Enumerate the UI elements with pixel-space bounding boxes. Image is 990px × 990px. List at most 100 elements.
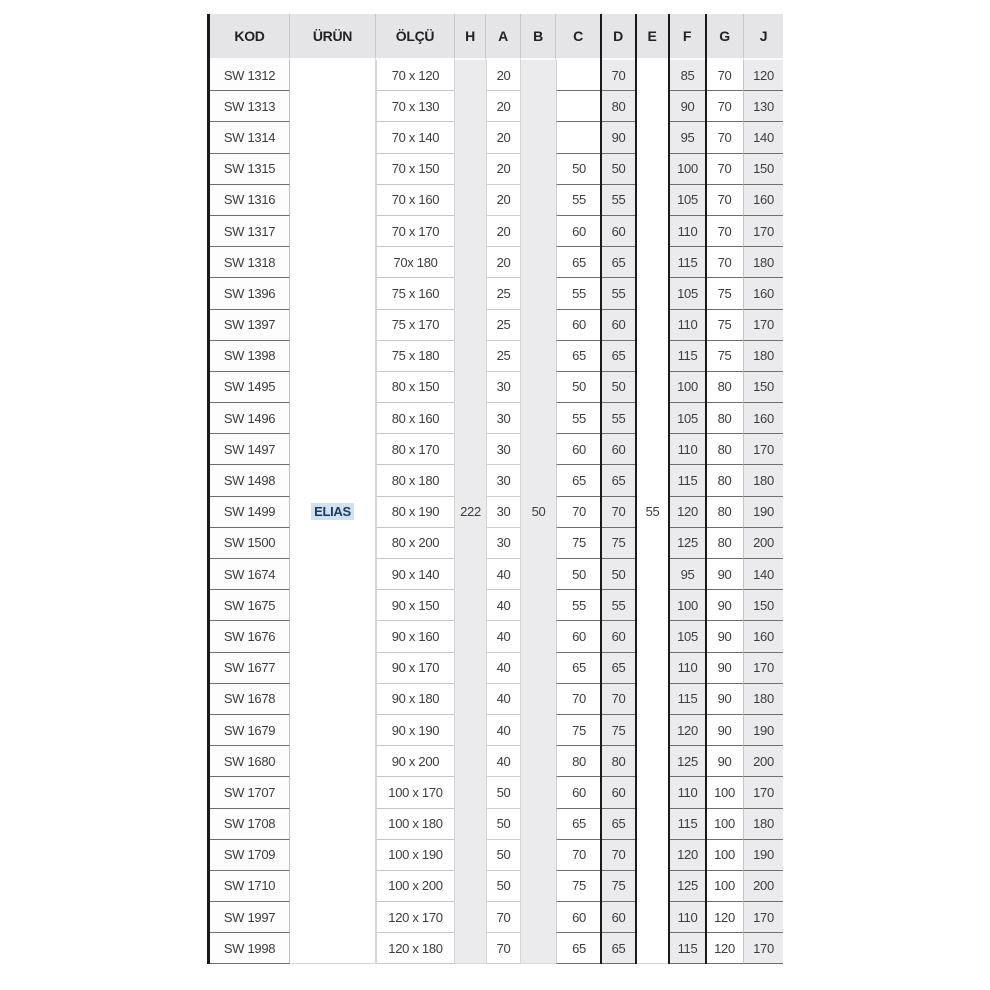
a-cell: 40 (486, 652, 521, 684)
g-cell: 80 (706, 527, 744, 559)
olcu-cell: 90 x 160 (376, 621, 455, 653)
j-cell: 180 (744, 247, 783, 279)
column-separator-line (668, 14, 670, 965)
column-header-a: A (486, 14, 521, 60)
a-cell: 25 (486, 309, 521, 341)
olcu-cell: 80 x 190 (376, 496, 455, 528)
a-cell: 30 (486, 465, 521, 497)
olcu-cell: 80 x 170 (376, 434, 455, 466)
j-cell: 180 (744, 683, 783, 715)
f-cell: 125 (669, 746, 706, 778)
f-cell: 100 (669, 153, 706, 185)
d-cell: 50 (601, 371, 636, 404)
j-cell: 180 (744, 465, 783, 497)
f-cell: 120 (669, 496, 706, 528)
product-spec-table: KOD ÜRÜN ÖLÇÜ H A B C D E F G J ELIAS 222 50 55 SW 1312 7… (207, 14, 783, 965)
g-cell: 80 (706, 434, 744, 466)
olcu-cell: 120 x 180 (376, 933, 455, 965)
a-cell: 50 (486, 870, 521, 903)
f-cell: 125 (669, 527, 706, 559)
a-cell: 20 (486, 91, 521, 123)
olcu-cell: 70 x 170 (376, 215, 455, 248)
f-cell: 100 (669, 590, 706, 622)
d-cell: 55 (601, 184, 636, 216)
j-cell: 130 (744, 91, 783, 123)
j-cell: 160 (744, 184, 783, 216)
merged-column-urun: ELIAS (290, 60, 376, 965)
d-cell: 65 (601, 340, 636, 372)
c-cell: 55 (556, 184, 601, 216)
kod-cell: SW 1680 (210, 746, 290, 778)
j-cell: 170 (744, 652, 783, 684)
g-cell: 80 (706, 465, 744, 497)
column-header-d: D (601, 14, 636, 60)
a-cell: 20 (486, 247, 521, 279)
a-cell: 20 (486, 215, 521, 248)
j-cell: 170 (744, 434, 783, 466)
merged-value-b: 50 (531, 504, 546, 520)
merged-column-h: 222 (455, 60, 486, 965)
d-cell: 55 (601, 590, 636, 622)
column-header-kod: KOD (210, 14, 290, 60)
kod-cell: SW 1677 (210, 652, 290, 684)
column-header-h: H (455, 14, 486, 60)
olcu-cell: 80 x 160 (376, 403, 455, 435)
d-cell: 50 (601, 153, 636, 185)
d-cell: 60 (601, 621, 636, 653)
j-cell: 120 (744, 60, 783, 92)
merged-value-e: 55 (645, 504, 660, 520)
j-cell: 140 (744, 559, 783, 591)
f-cell: 110 (669, 215, 706, 248)
a-cell: 30 (486, 496, 521, 528)
olcu-cell: 90 x 180 (376, 683, 455, 715)
kod-cell: SW 1498 (210, 465, 290, 497)
f-cell: 115 (669, 465, 706, 497)
f-cell: 125 (669, 870, 706, 903)
a-cell: 30 (486, 371, 521, 404)
g-cell: 120 (706, 933, 744, 965)
c-cell: 80 (556, 746, 601, 778)
olcu-cell: 80 x 180 (376, 465, 455, 497)
g-cell: 90 (706, 714, 744, 747)
a-cell: 25 (486, 278, 521, 310)
j-cell: 170 (744, 902, 783, 934)
olcu-cell: 100 x 180 (376, 808, 455, 840)
kod-cell: SW 1710 (210, 870, 290, 903)
g-cell: 80 (706, 371, 744, 404)
kod-cell: SW 1317 (210, 215, 290, 248)
g-cell: 120 (706, 902, 744, 934)
j-cell: 180 (744, 340, 783, 372)
g-cell: 75 (706, 278, 744, 310)
g-cell: 80 (706, 496, 744, 528)
j-cell: 140 (744, 122, 783, 154)
c-cell: 60 (556, 215, 601, 248)
kod-cell: SW 1674 (210, 559, 290, 591)
merged-column-b: 50 (521, 60, 556, 965)
c-cell: 65 (556, 340, 601, 372)
a-cell: 40 (486, 590, 521, 622)
f-cell: 105 (669, 621, 706, 653)
merged-column-e: 55 (636, 60, 669, 965)
j-cell: 170 (744, 777, 783, 809)
olcu-cell: 80 x 200 (376, 527, 455, 559)
f-cell: 90 (669, 91, 706, 123)
olcu-cell: 90 x 200 (376, 746, 455, 778)
f-cell: 115 (669, 683, 706, 715)
olcu-cell: 70 x 160 (376, 184, 455, 216)
f-cell: 100 (669, 371, 706, 404)
d-cell: 60 (601, 434, 636, 466)
kod-cell: SW 1998 (210, 933, 290, 965)
d-cell: 70 (601, 839, 636, 871)
j-cell: 160 (744, 621, 783, 653)
c-cell (556, 122, 601, 154)
g-cell: 100 (706, 777, 744, 809)
d-cell: 60 (601, 777, 636, 809)
c-cell: 60 (556, 434, 601, 466)
kod-cell: SW 1318 (210, 247, 290, 279)
j-cell: 170 (744, 933, 783, 965)
j-cell: 150 (744, 371, 783, 404)
j-cell: 200 (744, 527, 783, 559)
c-cell: 50 (556, 559, 601, 591)
c-cell: 75 (556, 870, 601, 903)
